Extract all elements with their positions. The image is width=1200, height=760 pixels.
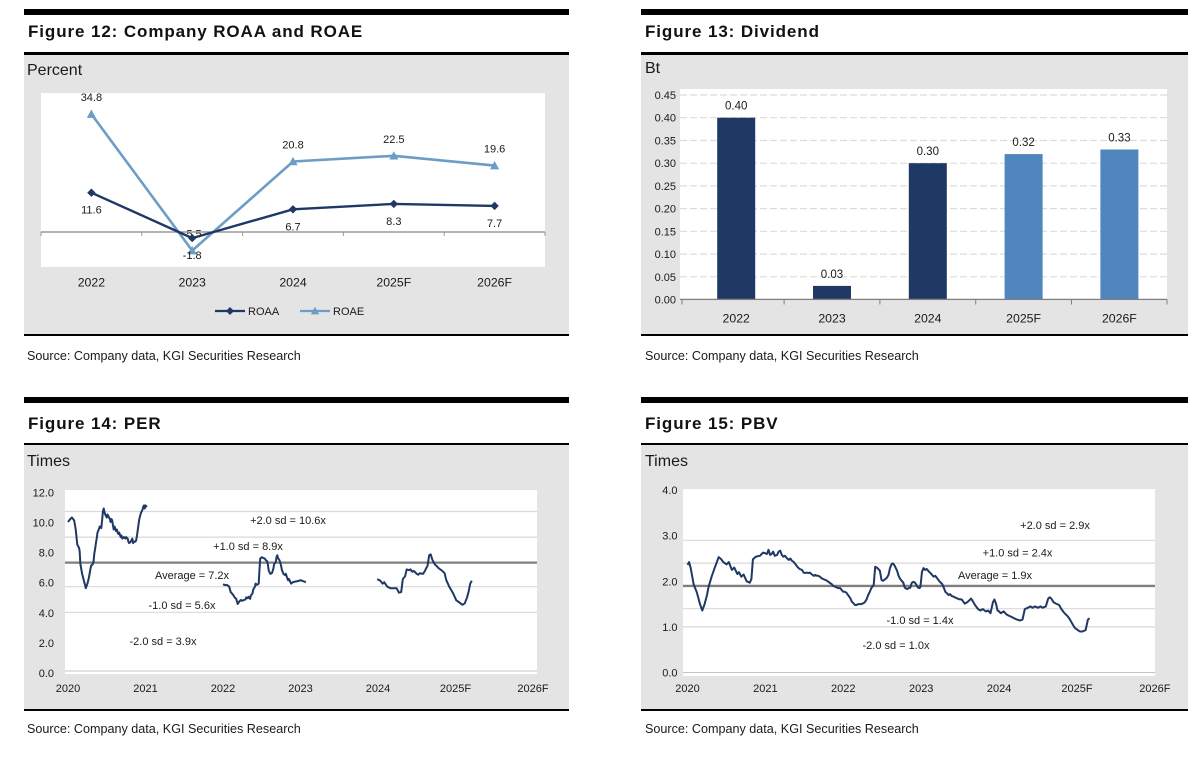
- svg-text:2026F: 2026F: [477, 276, 512, 290]
- svg-text:2.0: 2.0: [39, 638, 54, 650]
- svg-text:+2.0 sd = 2.9x: +2.0 sd = 2.9x: [1020, 520, 1090, 532]
- svg-text:0.30: 0.30: [655, 158, 676, 170]
- svg-text:+2.0 sd = 10.6x: +2.0 sd = 10.6x: [250, 515, 326, 527]
- svg-text:Percent: Percent: [27, 62, 83, 79]
- svg-text:0.15: 0.15: [655, 226, 676, 238]
- svg-text:2022: 2022: [78, 276, 106, 290]
- svg-text:19.6: 19.6: [484, 144, 505, 156]
- svg-text:2025F: 2025F: [1061, 683, 1092, 695]
- svg-text:Times: Times: [645, 453, 688, 470]
- svg-text:+1.0 sd = 2.4x: +1.0 sd = 2.4x: [983, 548, 1053, 560]
- svg-text:0.05: 0.05: [655, 272, 676, 284]
- svg-text:Average = 7.2x: Average = 7.2x: [155, 570, 230, 582]
- svg-text:ROAA: ROAA: [248, 306, 280, 318]
- svg-text:8.3: 8.3: [386, 216, 401, 228]
- svg-text:-1.0 sd = 1.4x: -1.0 sd = 1.4x: [887, 615, 954, 627]
- svg-text:2023: 2023: [818, 312, 846, 326]
- svg-text:7.7: 7.7: [487, 218, 502, 230]
- svg-text:3.0: 3.0: [662, 531, 677, 543]
- svg-text:Times: Times: [27, 453, 70, 470]
- svg-text:0.10: 0.10: [655, 249, 676, 261]
- svg-text:2022: 2022: [831, 683, 855, 695]
- svg-text:2020: 2020: [56, 683, 80, 695]
- svg-text:Bt: Bt: [645, 60, 661, 77]
- svg-text:0.30: 0.30: [917, 146, 939, 158]
- svg-text:0.35: 0.35: [655, 136, 676, 148]
- svg-text:0.0: 0.0: [662, 668, 677, 680]
- svg-text:1.0: 1.0: [662, 622, 677, 634]
- svg-text:0.33: 0.33: [1108, 133, 1130, 145]
- svg-text:+1.0 sd = 8.9x: +1.0 sd = 8.9x: [213, 541, 283, 553]
- svg-text:2022: 2022: [211, 683, 235, 695]
- svg-text:0.40: 0.40: [655, 113, 676, 125]
- svg-text:2026F: 2026F: [517, 683, 548, 695]
- svg-text:22.5: 22.5: [383, 134, 404, 146]
- svg-text:2026F: 2026F: [1139, 683, 1170, 695]
- svg-text:34.8: 34.8: [81, 92, 102, 104]
- svg-text:0.32: 0.32: [1012, 137, 1034, 149]
- svg-text:2024: 2024: [279, 276, 307, 290]
- svg-text:2024: 2024: [987, 683, 1011, 695]
- svg-text:2024: 2024: [366, 683, 390, 695]
- svg-text:0.25: 0.25: [655, 181, 676, 193]
- svg-text:0.20: 0.20: [655, 204, 676, 216]
- svg-text:2025F: 2025F: [440, 683, 471, 695]
- svg-text:2.0: 2.0: [662, 576, 677, 588]
- svg-text:Average = 1.9x: Average = 1.9x: [958, 570, 1033, 582]
- svg-text:0.40: 0.40: [725, 101, 747, 113]
- svg-text:2021: 2021: [753, 683, 777, 695]
- svg-text:11.6: 11.6: [81, 205, 102, 217]
- svg-text:-1.8: -1.8: [183, 250, 202, 262]
- svg-text:2023: 2023: [909, 683, 933, 695]
- svg-text:ROAE: ROAE: [333, 306, 364, 318]
- svg-text:-2.0 sd = 3.9x: -2.0 sd = 3.9x: [130, 636, 197, 648]
- svg-text:-2.0 sd = 1.0x: -2.0 sd = 1.0x: [863, 640, 930, 652]
- svg-text:2023: 2023: [288, 683, 312, 695]
- svg-text:-1.0 sd = 5.6x: -1.0 sd = 5.6x: [149, 600, 216, 612]
- svg-text:0.0: 0.0: [39, 668, 54, 680]
- svg-text:4.0: 4.0: [39, 608, 54, 620]
- svg-text:10.0: 10.0: [33, 518, 54, 530]
- svg-text:2022: 2022: [723, 312, 751, 326]
- svg-text:2024: 2024: [914, 312, 942, 326]
- svg-text:2025F: 2025F: [1006, 312, 1041, 326]
- svg-text:0.00: 0.00: [655, 295, 676, 307]
- svg-text:12.0: 12.0: [33, 487, 54, 499]
- svg-text:8.0: 8.0: [39, 548, 54, 560]
- svg-text:2023: 2023: [179, 276, 207, 290]
- svg-text:4.0: 4.0: [662, 485, 677, 497]
- svg-text:0.45: 0.45: [655, 90, 676, 102]
- svg-text:6.0: 6.0: [39, 578, 54, 590]
- svg-text:2020: 2020: [675, 683, 699, 695]
- svg-text:6.7: 6.7: [285, 221, 300, 233]
- svg-text:2025F: 2025F: [376, 276, 411, 290]
- svg-text:2026F: 2026F: [1102, 312, 1137, 326]
- svg-text:0.03: 0.03: [821, 269, 843, 281]
- svg-text:2021: 2021: [133, 683, 157, 695]
- svg-text:20.8: 20.8: [282, 140, 303, 152]
